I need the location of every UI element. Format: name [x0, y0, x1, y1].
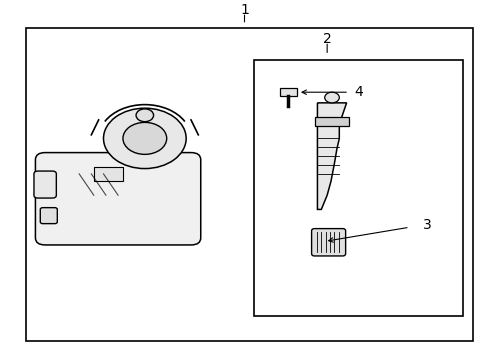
FancyBboxPatch shape: [34, 171, 56, 198]
Bar: [314, 117, 348, 126]
Circle shape: [136, 109, 153, 122]
Bar: [254, 60, 462, 316]
Text: 1: 1: [240, 3, 248, 17]
FancyBboxPatch shape: [35, 153, 201, 245]
Text: 4: 4: [354, 85, 363, 99]
FancyBboxPatch shape: [40, 208, 57, 224]
Text: 3: 3: [422, 219, 430, 233]
Text: 2: 2: [322, 32, 331, 46]
Circle shape: [103, 108, 186, 168]
Bar: [280, 88, 296, 96]
FancyBboxPatch shape: [311, 229, 345, 256]
Circle shape: [324, 92, 339, 103]
Bar: [94, 167, 122, 181]
PathPatch shape: [317, 103, 346, 210]
Circle shape: [122, 122, 166, 154]
Bar: [26, 28, 472, 341]
